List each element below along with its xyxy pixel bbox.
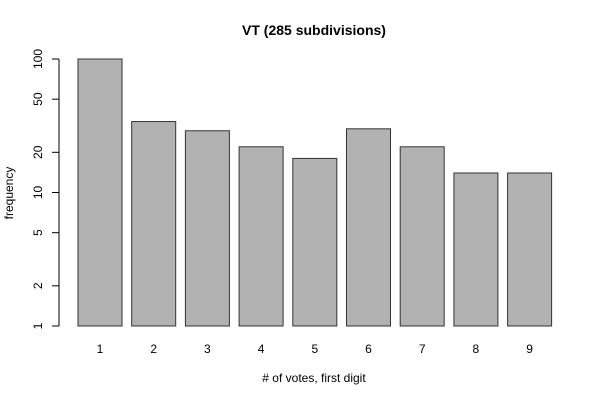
y-axis: 1 2 5 10 20 50 100	[31, 49, 60, 329]
bar-1	[77, 58, 123, 327]
bar-7	[399, 146, 445, 327]
x-tick-label-5: 5	[311, 342, 318, 356]
x-tick-label-8: 8	[473, 342, 480, 356]
y-axis-label: frequency	[2, 167, 16, 220]
bar-9	[507, 172, 553, 327]
y-tick-label-2: 2	[31, 282, 45, 289]
chart-title: VT (285 subdivisions)	[242, 22, 386, 38]
x-axis-label: # of votes, first digit	[262, 371, 366, 385]
y-tick-label-10: 10	[31, 186, 45, 200]
bar-series	[77, 58, 553, 327]
x-tick-label-1: 1	[97, 342, 104, 356]
bar-8	[453, 172, 499, 327]
x-tick-label-4: 4	[258, 342, 265, 356]
y-tick-label-1: 1	[31, 322, 45, 329]
bar-5	[292, 157, 338, 327]
y-tick-label-100: 100	[31, 49, 45, 69]
x-axis-tick-labels: 1 2 3 4 5 6 7 8 9	[97, 342, 534, 356]
x-tick-label-3: 3	[204, 342, 211, 356]
y-tick-label-50: 50	[31, 92, 45, 106]
bar-3	[184, 130, 230, 327]
x-tick-label-7: 7	[419, 342, 426, 356]
x-tick-label-2: 2	[150, 342, 157, 356]
y-tick-label-20: 20	[31, 145, 45, 159]
bar-4	[238, 146, 284, 327]
y-tick-label-5: 5	[31, 229, 45, 236]
bar-6	[346, 128, 391, 327]
bar-2	[131, 121, 177, 327]
x-tick-label-6: 6	[365, 342, 372, 356]
x-tick-label-9: 9	[526, 342, 533, 356]
